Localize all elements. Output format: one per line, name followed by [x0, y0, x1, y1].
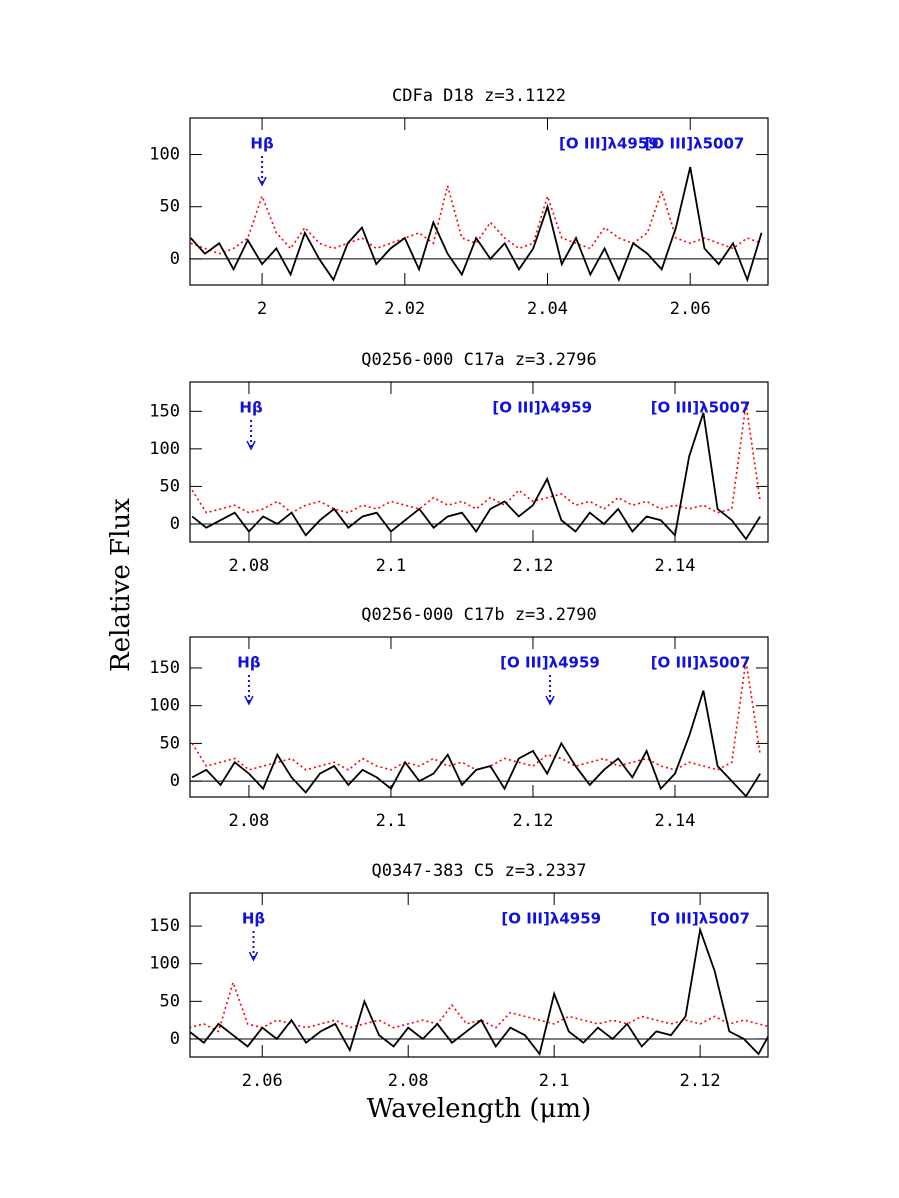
x-tick-label: 2.1: [376, 556, 407, 576]
x-tick-label: 2.1: [539, 1071, 570, 1091]
line-label: Hβ: [250, 135, 274, 153]
y-axis-label: Relative Flux: [106, 498, 136, 672]
y-tick-label: 50: [160, 197, 180, 217]
axes-frame: [189, 636, 769, 798]
spectrum-line: [190, 926, 768, 1057]
y-tick-label: 100: [149, 954, 180, 974]
x-tick-label: 2.02: [384, 299, 425, 319]
y-tick-label: 50: [160, 733, 180, 753]
x-tick-label: 2.06: [242, 1071, 283, 1091]
panel-title: CDFa D18 z=3.1122: [392, 86, 566, 106]
x-tick-label: 2.08: [228, 556, 269, 576]
line-label: [O III]λ5007: [651, 399, 751, 417]
line-label: Hβ: [237, 654, 261, 672]
line-label: [O III]λ5007: [650, 910, 750, 928]
y-tick-label: 150: [149, 658, 180, 678]
line-label: [O III]λ4959: [492, 399, 592, 417]
line-label: Hβ: [239, 399, 263, 417]
line-label: [O III]λ4959: [500, 654, 600, 672]
y-tick-label: 50: [160, 476, 180, 496]
x-tick-label: 2.12: [512, 556, 553, 576]
panel-title: Q0256-000 C17a z=3.2796: [361, 350, 596, 370]
axes-frame: [189, 892, 769, 1058]
x-tick-label: 2.06: [670, 299, 711, 319]
arrow-head: [257, 176, 267, 187]
axes-frame: [189, 117, 769, 286]
y-tick-label: 0: [170, 249, 180, 269]
arrow-head: [545, 695, 555, 706]
y-tick-label: 100: [149, 145, 180, 165]
y-tick-label: 150: [149, 916, 180, 936]
x-axis-label: Wavelength (μm): [367, 1094, 591, 1124]
spectrum-line: [190, 166, 763, 283]
x-tick-label: 2.08: [388, 1071, 429, 1091]
spectrum-line: [191, 690, 761, 797]
y-tick-label: 100: [149, 696, 180, 716]
y-tick-label: 0: [170, 771, 180, 791]
y-tick-label: 0: [170, 514, 180, 534]
y-tick-label: 50: [160, 991, 180, 1011]
line-label: [O III]λ4959: [501, 910, 601, 928]
line-label: [O III]λ4959: [559, 135, 659, 153]
arrow-head: [246, 440, 256, 451]
spectrum-line: [190, 182, 762, 255]
x-tick-label: 2.12: [680, 1071, 721, 1091]
line-label: Hβ: [242, 910, 266, 928]
x-tick-label: 2.04: [527, 299, 568, 319]
panel-title: Q0256-000 C17b z=3.2790: [361, 605, 596, 625]
x-tick-label: 2.1: [376, 811, 407, 831]
spectrum-line: [191, 403, 761, 514]
arrow-head: [244, 695, 254, 706]
panel-title: Q0347-383 C5 z=3.2337: [372, 861, 587, 881]
x-tick-label: 2.08: [228, 811, 269, 831]
line-label: [O III]λ5007: [645, 135, 745, 153]
x-tick-label: 2.12: [512, 811, 553, 831]
y-tick-label: 0: [170, 1029, 180, 1049]
arrow-head: [248, 951, 259, 962]
x-tick-label: 2.14: [655, 811, 696, 831]
y-tick-label: 150: [149, 401, 180, 421]
spectrum-line: [190, 979, 768, 1033]
line-label: [O III]λ5007: [651, 654, 751, 672]
y-tick-label: 100: [149, 439, 180, 459]
x-tick-label: 2.14: [655, 556, 696, 576]
spectrum-line: [191, 412, 761, 541]
axes-frame: [189, 381, 769, 543]
x-tick-label: 2: [257, 299, 267, 319]
